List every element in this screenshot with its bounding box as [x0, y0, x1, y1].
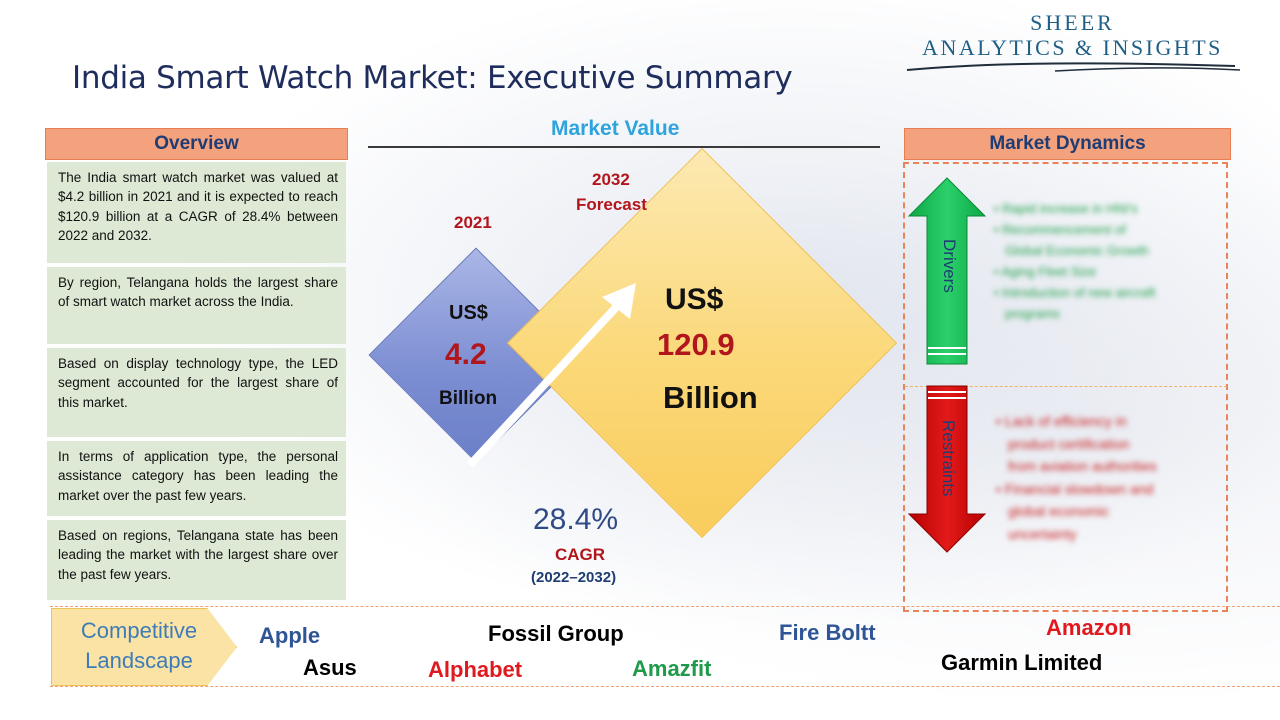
overview-item: By region, Telangana holds the largest s…: [47, 267, 346, 344]
company-amazon: Amazon: [1046, 615, 1132, 640]
dynamics-divider: [905, 386, 1227, 387]
driver-item: programs: [1005, 306, 1060, 321]
company-logo: SHEER ANALYTICS & INSIGHTS: [905, 8, 1240, 78]
logo-swoosh: [906, 62, 1240, 72]
market-dynamics-panel: [903, 162, 1228, 612]
overview-item: Based on regions, Telangana state has be…: [47, 520, 346, 600]
cagr-label: CAGR: [555, 545, 606, 564]
company-apple: Apple: [259, 623, 321, 648]
year-2032-label: 2032: [592, 170, 630, 189]
cagr-value: 28.4%: [533, 503, 619, 536]
driver-item: • Introduction of new aircraft: [994, 285, 1156, 300]
drivers-label: Drivers: [940, 239, 959, 293]
restraint-item: product certification: [1008, 435, 1130, 452]
driver-item: • Rapid increase in HNI's: [994, 201, 1138, 216]
competitive-label-line2: Landscape: [85, 648, 193, 673]
competitive-landscape-label: Competitive Landscape: [51, 616, 227, 676]
restraint-item: global economic: [1008, 503, 1110, 519]
driver-item: • Recommencement of: [994, 222, 1126, 237]
company-asus: Asus: [303, 655, 357, 680]
overview-heading: Overview: [45, 128, 348, 160]
competitive-landscape-tag: [51, 608, 237, 686]
market-value-heading: Market Value: [551, 117, 680, 140]
page-title: India Smart Watch Market: Executive Summ…: [72, 60, 793, 96]
driver-item: • Aging Fleet Size: [994, 264, 1097, 279]
company-alphabet: Alphabet: [428, 657, 523, 682]
logo-line2: ANALYTICS & INSIGHTS: [922, 35, 1223, 60]
market-dynamics-heading: Market Dynamics: [904, 128, 1231, 160]
forecast-label: Forecast: [576, 195, 647, 214]
market-value-divider: [368, 146, 880, 148]
overview-item: Based on display technology type, the LE…: [47, 348, 346, 437]
small-currency: US$: [449, 302, 488, 324]
year-2021-label: 2021: [454, 213, 492, 232]
small-unit: Billion: [439, 388, 498, 409]
drivers-list: • Rapid increase in HNI's • Recommenceme…: [994, 198, 1155, 324]
competitive-bottom-rule: [50, 686, 1280, 687]
competitive-label-line1: Competitive: [80, 618, 198, 643]
restraint-item: uncertainty: [1008, 525, 1077, 542]
competitive-top-rule: [50, 606, 1280, 607]
small-value: 4.2: [445, 338, 487, 371]
drivers-arrow-icon: [908, 177, 987, 365]
restraint-item: from aviation authorities: [1008, 458, 1157, 474]
cagr-period: (2022–2032): [531, 569, 617, 586]
growth-arrow-icon: [467, 283, 636, 468]
company-amazfit: Amazfit: [632, 656, 712, 681]
overview-item: In terms of application type, the person…: [47, 441, 346, 516]
driver-item: Global Economic Growth: [1005, 243, 1149, 258]
logo-line1: SHEER: [1030, 10, 1115, 35]
big-unit: Billion: [663, 380, 758, 415]
restraints-list: • Lack of efficiency in product certific…: [996, 410, 1157, 545]
restraints-label: Restraints: [939, 420, 958, 497]
restraints-arrow-icon: [908, 385, 987, 553]
big-currency: US$: [665, 283, 724, 316]
company-fire-boltt: Fire Boltt: [779, 620, 876, 645]
company-fossil-group: Fossil Group: [488, 621, 624, 646]
restraint-item: • Lack of efficiency in: [996, 413, 1127, 429]
big-value: 120.9: [657, 327, 735, 362]
overview-item: The India smart watch market was valued …: [47, 162, 346, 263]
restraint-item: • Financial slowdown and: [996, 480, 1154, 497]
company-garmin-limited: Garmin Limited: [941, 650, 1103, 675]
